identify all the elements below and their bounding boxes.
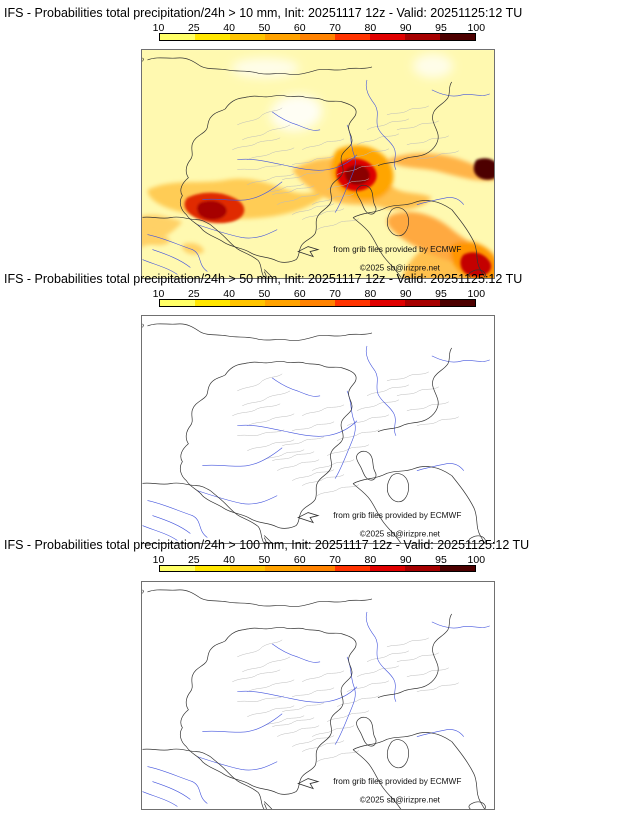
svg-text:©2025 sb@irizpre.net: ©2025 sb@irizpre.net [360,795,441,804]
svg-text:from grib files provided by EC: from grib files provided by ECMWF [333,245,461,254]
svg-text:from grib files provided by EC: from grib files provided by ECMWF [333,511,461,520]
svg-text:from grib files provided by EC: from grib files provided by ECMWF [333,777,461,786]
